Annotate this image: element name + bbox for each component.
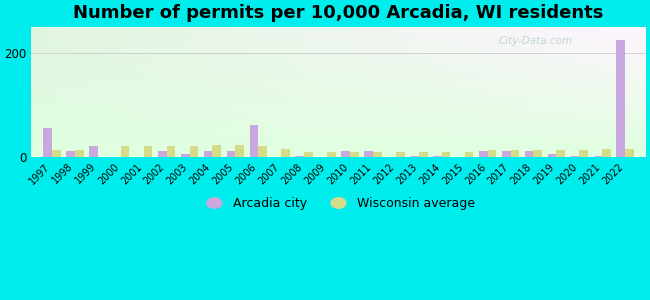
Bar — [258, 146, 267, 157]
Bar — [556, 150, 565, 157]
Bar — [625, 149, 634, 157]
Bar — [43, 128, 52, 157]
Bar — [616, 40, 625, 157]
Bar — [571, 155, 579, 157]
Bar — [479, 152, 488, 157]
Bar — [190, 146, 198, 157]
Bar — [203, 152, 213, 157]
Bar — [250, 125, 258, 157]
Bar — [525, 152, 534, 157]
Bar — [213, 145, 221, 157]
Bar — [327, 152, 336, 157]
Text: City-Data.com: City-Data.com — [499, 36, 573, 46]
Bar — [166, 146, 176, 157]
Bar — [442, 152, 450, 157]
Bar — [364, 152, 373, 157]
Bar — [181, 154, 190, 157]
Bar — [158, 152, 166, 157]
Bar — [296, 155, 304, 157]
Bar — [510, 150, 519, 157]
Bar — [488, 150, 497, 157]
Bar — [281, 149, 290, 157]
Bar — [396, 152, 404, 157]
Title: Number of permits per 10,000 Arcadia, WI residents: Number of permits per 10,000 Arcadia, WI… — [73, 4, 604, 22]
Bar — [89, 146, 98, 157]
Bar — [465, 152, 473, 157]
Bar — [603, 149, 611, 157]
Bar — [502, 152, 510, 157]
Bar — [593, 155, 603, 157]
Bar — [410, 155, 419, 157]
Bar — [52, 150, 60, 157]
Bar — [419, 152, 428, 157]
Bar — [227, 152, 235, 157]
Bar — [534, 150, 542, 157]
Bar — [579, 150, 588, 157]
Bar — [304, 152, 313, 157]
Legend: Arcadia city, Wisconsin average: Arcadia city, Wisconsin average — [197, 192, 480, 215]
Bar — [433, 155, 442, 157]
Bar — [350, 152, 359, 157]
Bar — [66, 152, 75, 157]
Bar — [548, 154, 556, 157]
Bar — [144, 146, 152, 157]
Bar — [341, 152, 350, 157]
Bar — [235, 145, 244, 157]
Bar — [121, 146, 129, 157]
Bar — [373, 152, 382, 157]
Bar — [75, 150, 84, 157]
